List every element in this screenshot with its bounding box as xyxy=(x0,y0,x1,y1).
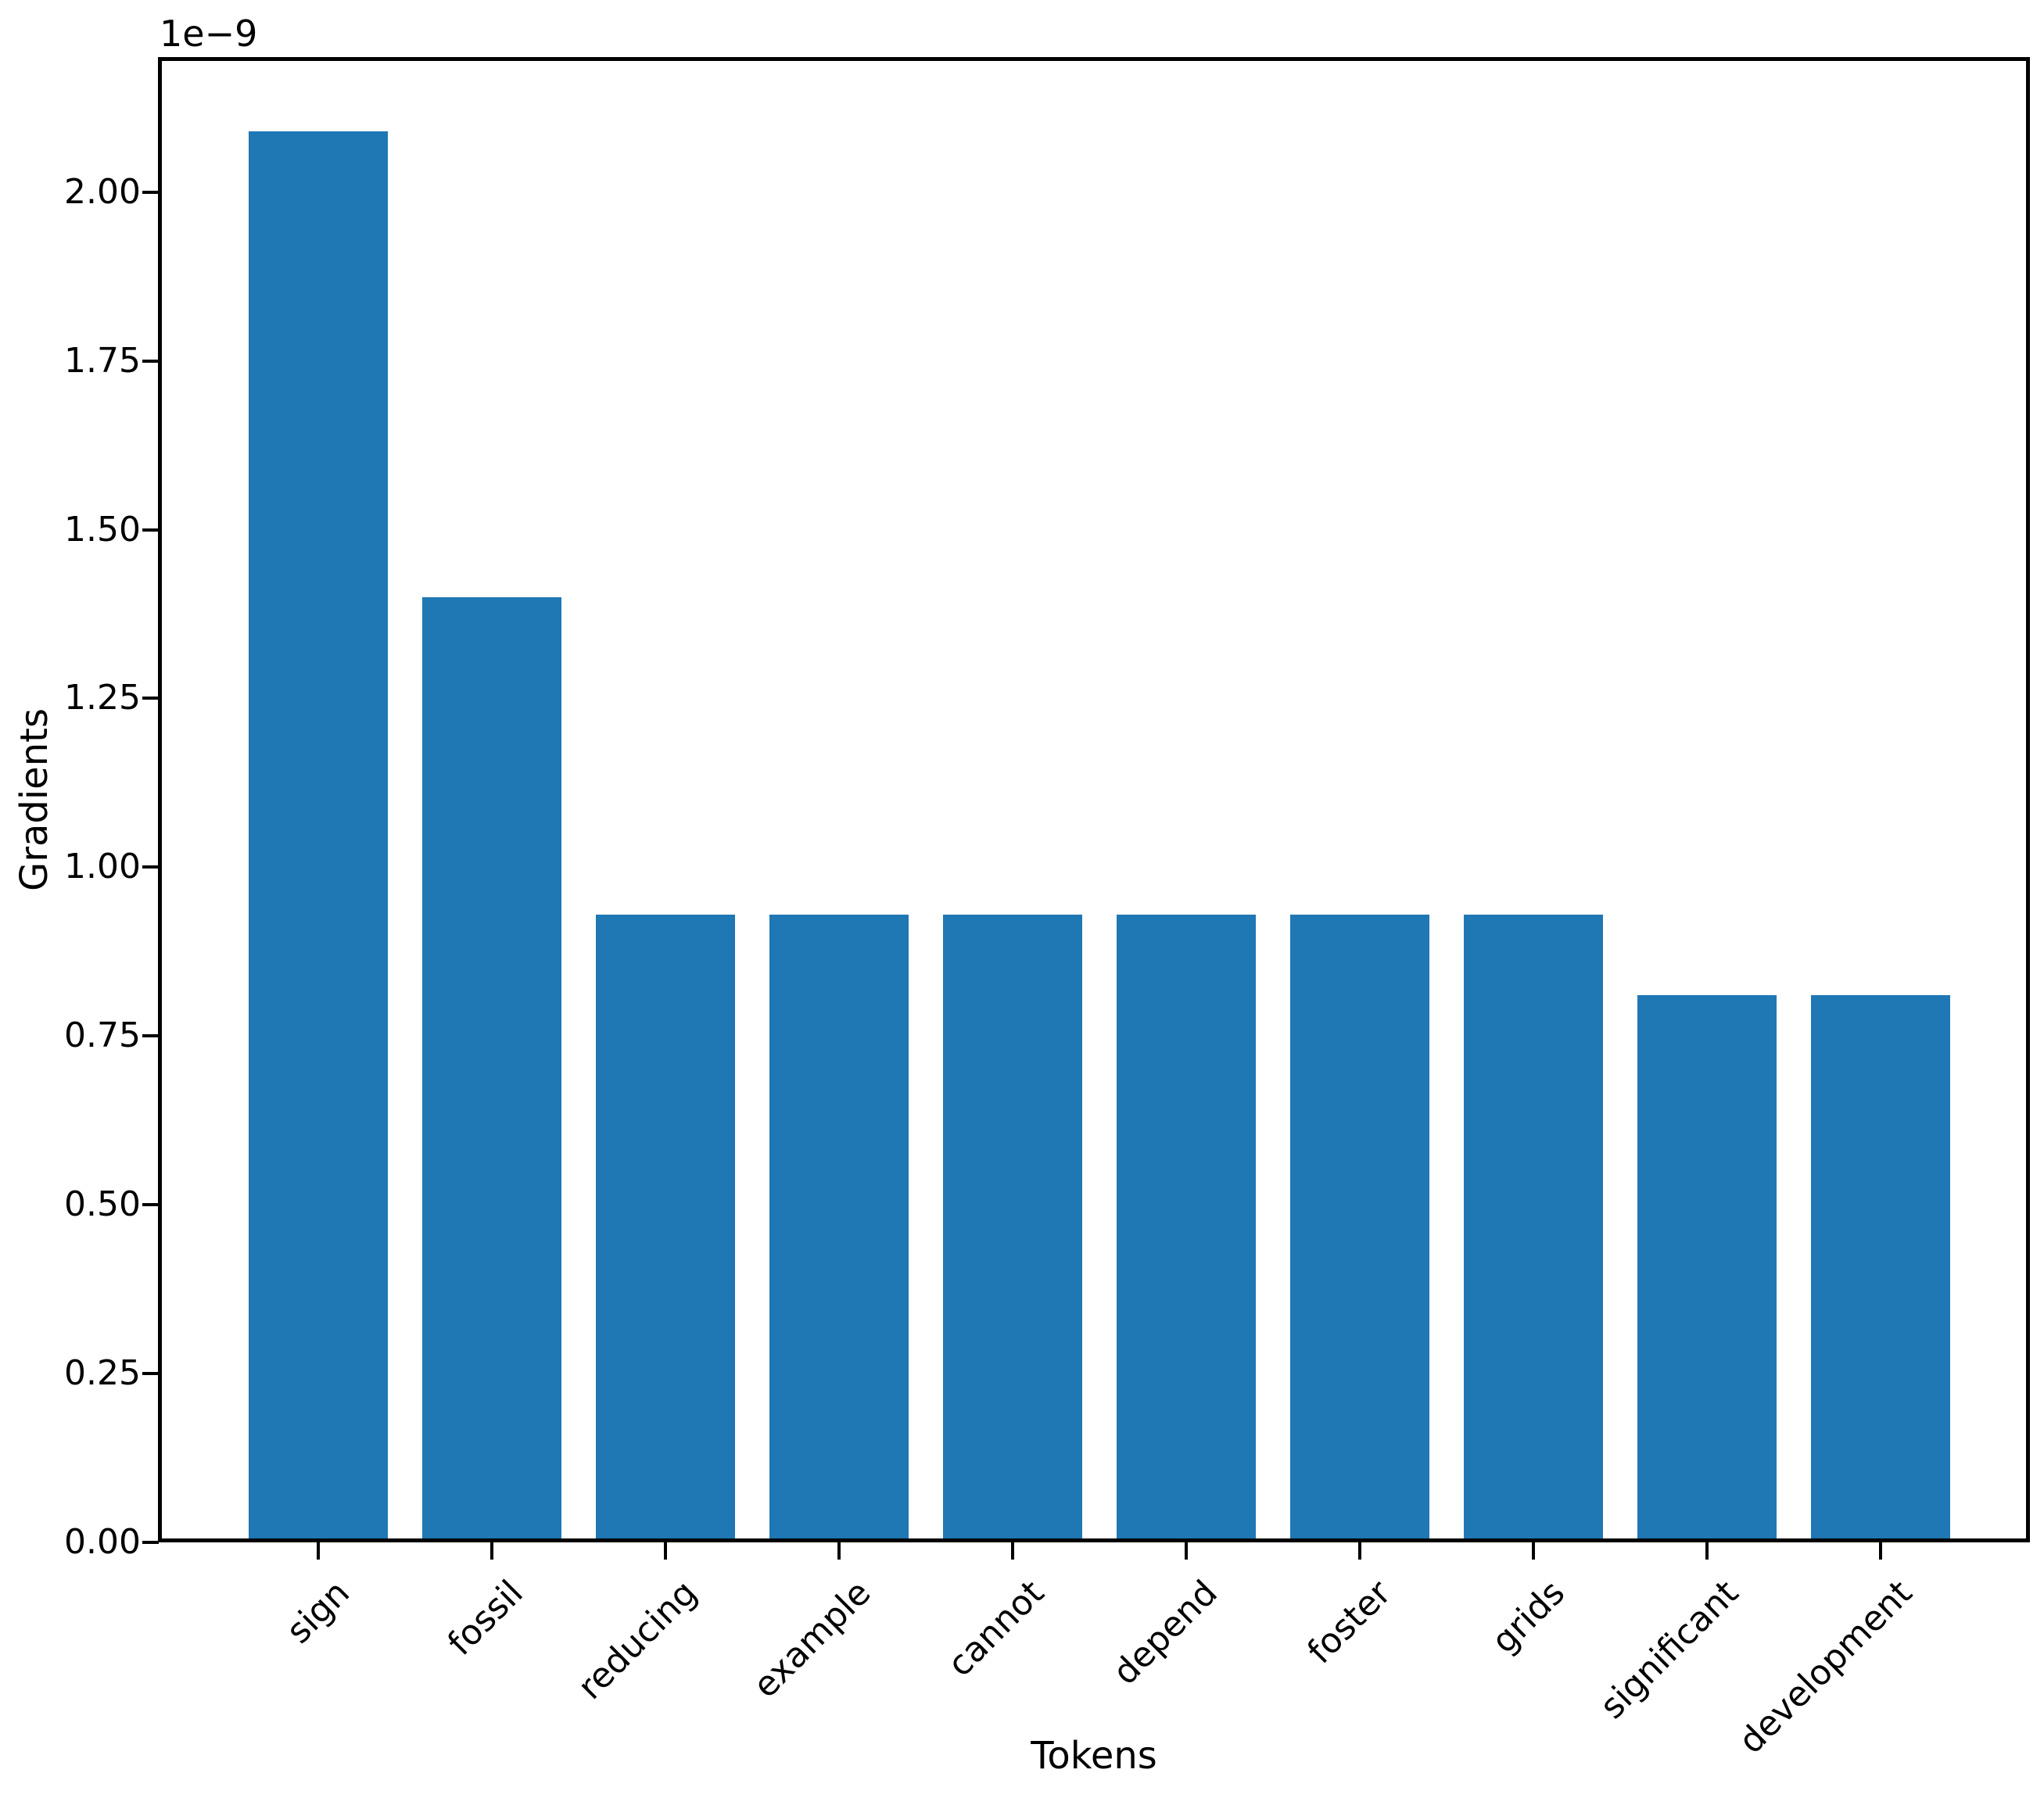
x-axis-label: Tokens xyxy=(1031,1734,1157,1778)
x-tick xyxy=(317,1541,320,1560)
bar xyxy=(422,596,561,1538)
x-tick xyxy=(490,1541,493,1560)
y-tick-label: 0.00 xyxy=(64,1522,141,1562)
x-tick xyxy=(1358,1541,1361,1560)
y-tick-label: 0.25 xyxy=(64,1353,141,1394)
y-tick-label: 2.00 xyxy=(64,171,141,212)
x-tick xyxy=(1011,1541,1014,1560)
y-tick xyxy=(142,697,159,700)
x-tick-label: significant xyxy=(1592,1573,1747,1727)
y-tick xyxy=(142,865,159,869)
x-tick xyxy=(837,1541,841,1560)
y-axis-label: Gradients xyxy=(13,708,56,891)
bar xyxy=(1117,914,1256,1538)
x-tick-label: reducing xyxy=(570,1573,705,1708)
bar xyxy=(1464,914,1603,1538)
x-tick-label: cannot xyxy=(940,1573,1052,1685)
y-tick xyxy=(142,528,159,532)
y-tick-label: 1.75 xyxy=(64,340,141,381)
y-axis-offset-text: 1e−9 xyxy=(160,13,258,55)
x-tick xyxy=(1532,1541,1535,1560)
x-tick xyxy=(1879,1541,1882,1560)
y-tick xyxy=(142,1034,159,1038)
x-tick xyxy=(1185,1541,1188,1560)
x-tick-label: grids xyxy=(1483,1573,1573,1662)
bar xyxy=(769,914,909,1538)
x-tick-label: foster xyxy=(1300,1573,1400,1672)
y-tick xyxy=(142,1203,159,1207)
x-tick-label: sign xyxy=(278,1573,358,1652)
x-tick-label: fossil xyxy=(440,1573,532,1664)
bar xyxy=(943,914,1082,1538)
x-tick-label: development xyxy=(1730,1573,1920,1762)
x-tick-label: depend xyxy=(1105,1573,1226,1693)
bar xyxy=(1637,995,1777,1538)
y-tick-label: 0.50 xyxy=(64,1184,141,1225)
y-tick-label: 1.25 xyxy=(64,678,141,718)
y-tick xyxy=(142,1541,159,1544)
bar xyxy=(1290,914,1429,1538)
y-tick xyxy=(142,359,159,363)
y-tick xyxy=(142,190,159,194)
x-tick-label: example xyxy=(745,1573,879,1706)
y-tick xyxy=(142,1372,159,1376)
x-tick xyxy=(1705,1541,1709,1560)
bar xyxy=(249,131,388,1538)
y-tick-label: 0.75 xyxy=(64,1015,141,1056)
x-tick xyxy=(664,1541,667,1560)
y-tick-label: 1.00 xyxy=(64,847,141,887)
bar xyxy=(1811,995,1950,1538)
y-tick-label: 1.50 xyxy=(64,509,141,550)
bar xyxy=(596,914,735,1538)
